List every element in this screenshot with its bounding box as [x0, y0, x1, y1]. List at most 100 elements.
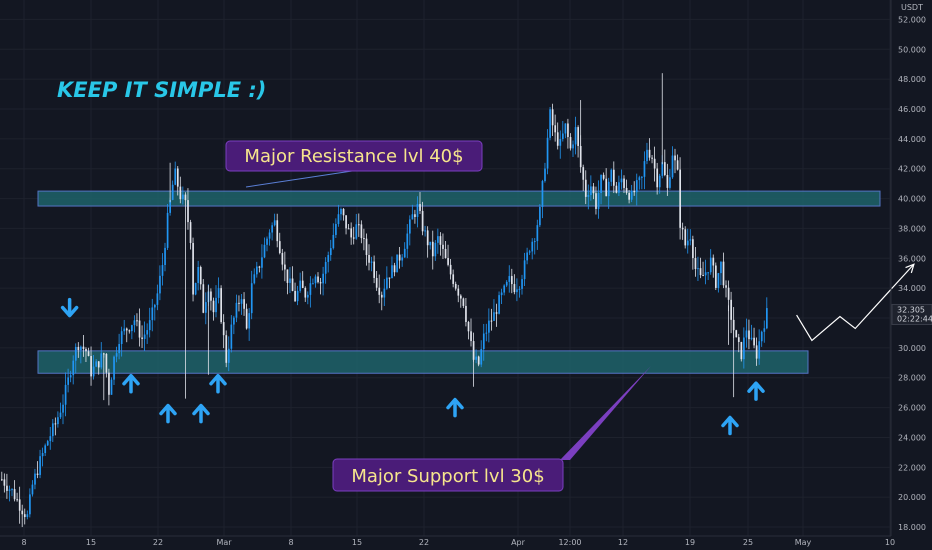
candle-body — [595, 193, 597, 209]
candle-body — [559, 139, 562, 146]
x-tick-label: 19 — [685, 538, 695, 547]
candle-body — [393, 265, 396, 273]
y-tick-label: 42.000 — [898, 165, 926, 174]
candle-body — [202, 284, 205, 313]
y-tick-label: 48.000 — [898, 75, 926, 84]
candle-body — [39, 456, 41, 475]
candle-body — [301, 280, 304, 288]
candle-body — [358, 224, 360, 226]
candle-body — [16, 499, 18, 501]
candle-body — [549, 109, 551, 138]
candle-body — [386, 277, 388, 289]
candle-body — [722, 261, 725, 286]
candle-body — [210, 291, 212, 301]
candle-body — [54, 423, 57, 425]
candle-body — [674, 155, 676, 161]
candle-body — [69, 375, 72, 378]
candle-body — [299, 280, 302, 291]
candle-body — [235, 302, 238, 318]
candle-body — [225, 335, 228, 363]
candle-body — [498, 295, 500, 314]
callouts: KEEP IT SIMPLE :) Major Resistance lvl 40… — [57, 78, 651, 492]
candle-body — [97, 361, 100, 368]
candle-body — [192, 242, 194, 295]
candle-body — [750, 337, 753, 340]
arrow-up-icon — [122, 373, 140, 394]
candle-body — [286, 269, 289, 283]
candle-body — [125, 328, 128, 331]
candle-body — [250, 283, 253, 314]
candle-body — [406, 233, 409, 249]
candle-body — [635, 180, 638, 193]
candle-body — [444, 248, 447, 259]
candle-body — [194, 282, 197, 295]
candle-body — [383, 288, 386, 298]
candle-body — [317, 276, 319, 283]
candle-body — [23, 514, 26, 518]
candle-body — [421, 210, 424, 232]
candle-body — [666, 174, 669, 188]
candle-body — [597, 193, 600, 209]
candle-body — [602, 174, 605, 179]
candle-body — [442, 244, 444, 249]
candle-body — [584, 179, 587, 197]
candle-body — [411, 214, 414, 220]
candle-body — [380, 294, 383, 298]
candle-body — [447, 258, 449, 265]
x-tick-label: 22 — [153, 538, 163, 547]
candle-body — [281, 253, 284, 265]
projection-path — [796, 263, 915, 342]
candle-body — [551, 109, 554, 126]
candle-body — [709, 257, 712, 273]
candle-body — [268, 232, 271, 239]
candle-body — [671, 155, 674, 178]
candle-body — [572, 144, 574, 149]
x-axis[interactable]: 8 15 22 Mar 8 15 22 Apr 12:00 12 19 25 May 10 — [0, 535, 895, 547]
candle-body — [271, 225, 273, 233]
candle-body — [707, 272, 710, 274]
candle-body — [416, 204, 419, 217]
candle-body — [11, 489, 13, 491]
y-tick-label: 52.000 — [898, 15, 926, 24]
candle-body — [375, 277, 378, 288]
y-tick-label: 30.000 — [898, 344, 926, 353]
candle-body — [309, 283, 312, 295]
candle-body — [613, 169, 615, 186]
candle-body — [123, 328, 126, 332]
candle-body — [217, 288, 220, 298]
y-tick-label: 46.000 — [898, 105, 926, 114]
candle-body — [717, 273, 720, 288]
candle-body — [261, 257, 263, 268]
candle-body — [431, 241, 434, 257]
candle-body — [692, 239, 694, 259]
candle-body — [681, 227, 684, 230]
candle-body — [646, 149, 648, 162]
candle-body — [222, 322, 225, 336]
candle-body — [166, 212, 169, 248]
projection — [796, 263, 915, 342]
candle-body — [648, 149, 651, 158]
candle-body — [21, 510, 24, 515]
candle-body — [6, 485, 8, 491]
candle-body — [452, 274, 455, 284]
candle-body — [304, 287, 307, 298]
candle-body — [151, 307, 154, 321]
candle-body — [699, 268, 702, 276]
candle-body — [212, 300, 215, 313]
candle-body — [296, 290, 299, 302]
y-axis[interactable]: 18.000 20.000 22.000 24.000 26.000 28.000 30.0… — [890, 0, 932, 536]
candle-body — [67, 377, 69, 385]
candle-body — [477, 356, 480, 365]
candle-body — [607, 181, 610, 197]
candle-body — [319, 282, 322, 284]
arrow-up-icon — [721, 415, 739, 436]
candle-body — [18, 499, 21, 511]
candle-body — [702, 275, 704, 277]
candle-body — [539, 206, 541, 226]
arrow-down-icon — [60, 297, 79, 318]
candle-body — [161, 265, 164, 276]
candle-body — [41, 452, 44, 457]
candle-body — [49, 436, 52, 442]
candle-body — [623, 178, 625, 188]
